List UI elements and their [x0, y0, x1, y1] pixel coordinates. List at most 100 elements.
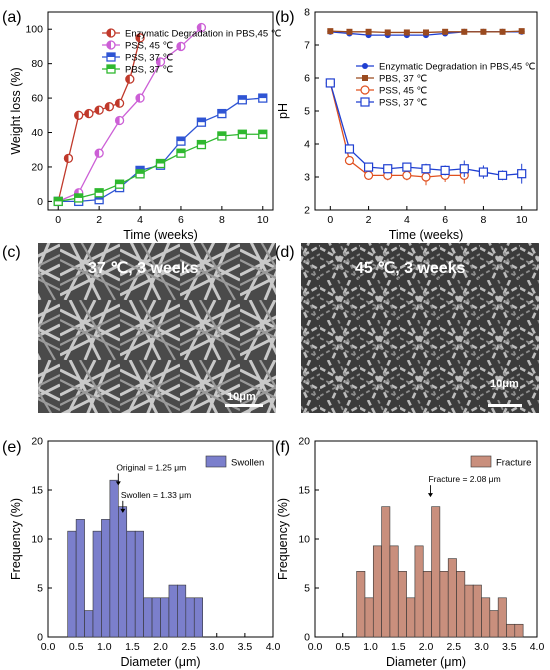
histogram-bar	[75, 519, 85, 638]
data-point	[344, 155, 355, 166]
legend-label: Enzymatic Degradation in PBS,45 ℃	[379, 62, 536, 73]
legend-label: PSS, 37 ℃	[125, 53, 173, 64]
data-point	[402, 162, 412, 172]
y-tick-label: 20	[31, 161, 43, 173]
panel-label-e: (e)	[2, 439, 22, 456]
data-point-fill	[197, 140, 206, 145]
x-tick-label: 2	[366, 214, 372, 226]
y-tick-label: 6	[304, 73, 310, 85]
histogram-bar	[84, 610, 94, 638]
histogram-bar	[506, 623, 516, 638]
legend-label: Fracture	[496, 458, 531, 469]
data-point	[327, 28, 334, 35]
annotation-text: Fracture = 2.08 μm	[428, 474, 500, 484]
data-point-fill	[84, 109, 89, 118]
y-axis-label: Frequency (%)	[9, 498, 23, 580]
x-axis-label: Diameter (μm)	[120, 655, 200, 669]
data-point-fill	[176, 149, 185, 154]
legend-label: Swollen	[231, 458, 264, 469]
x-tick-label: 2	[96, 214, 102, 226]
data-point	[363, 162, 374, 172]
data-point-fill	[54, 197, 63, 202]
data-point-fill	[95, 188, 104, 193]
x-tick-label: 2.0	[419, 641, 434, 653]
sem-label-c: 37 ℃, 3 weeks	[88, 260, 199, 277]
panel-label-c: (c)	[2, 244, 21, 261]
data-point-fill	[197, 118, 206, 123]
y-tick-label: 20	[298, 436, 310, 448]
x-tick-label: 10	[516, 214, 528, 226]
legend-label: Enzymatic Degradation in PBS,45 ℃	[125, 29, 282, 40]
x-axis-label: Time (weeks)	[389, 228, 464, 242]
legend-label: PSS, 45 ℃	[125, 41, 173, 52]
histogram-bar	[356, 571, 366, 638]
x-tick-label: 6	[442, 214, 448, 226]
data-point-fill	[74, 111, 79, 120]
x-tick-label: 3.0	[474, 641, 489, 653]
y-axis-label: Weight loss (%)	[9, 67, 23, 154]
histogram-bar	[67, 530, 77, 638]
data-point-fill	[238, 130, 247, 135]
y-tick-label: 5	[304, 583, 310, 595]
data-point	[403, 29, 410, 36]
legend-marker-fill	[107, 65, 115, 69]
data-point	[421, 172, 431, 182]
x-tick-label: 6	[178, 214, 184, 226]
histogram-bar	[464, 584, 474, 638]
x-tick-label: 8	[480, 214, 486, 226]
x-axis-label: Time (weeks)	[123, 228, 198, 242]
data-point-fill	[136, 169, 145, 174]
histogram-bar	[177, 584, 187, 638]
chart-ph: 0 2 4 6 8 10 2 3 4 5 6 7 8 Time (weeks) pH Enzymatic De…	[276, 7, 538, 242]
histogram-bar	[185, 597, 195, 638]
sem-image-c: 37 ℃, 3 weeks 10μm	[38, 243, 276, 413]
x-tick-label: 1.0	[97, 641, 112, 653]
y-tick-label: 15	[298, 485, 310, 497]
y-tick-label: 100	[25, 24, 43, 36]
x-tick-label: 0	[327, 214, 333, 226]
data-point	[421, 164, 431, 174]
y-tick-label: 20	[31, 436, 43, 448]
bars	[67, 479, 203, 638]
histogram-bar	[101, 519, 111, 638]
data-point-fill	[217, 109, 226, 114]
legend-label: PBS, 37 ℃	[125, 65, 173, 76]
data-point-fill	[258, 94, 267, 99]
legend-marker-fill	[107, 41, 111, 49]
data-point	[478, 167, 489, 177]
data-point-fill	[238, 95, 247, 100]
x-tick-label: 10	[257, 214, 269, 226]
x-tick-label: 4.0	[266, 641, 281, 653]
x-tick-label: 4.0	[530, 641, 545, 653]
data-point-fill	[105, 102, 110, 111]
histogram-bar	[160, 597, 170, 638]
data-point	[497, 170, 508, 180]
y-tick-label: 10	[31, 534, 43, 546]
histogram-bar	[431, 506, 441, 638]
data-point-fill	[136, 94, 141, 103]
histogram-bar	[364, 597, 374, 638]
y-tick-label: 40	[31, 127, 43, 139]
x-tick-label: 1.5	[391, 641, 406, 653]
data-point	[442, 28, 449, 35]
data-point	[517, 169, 527, 179]
x-tick-label: 4	[404, 214, 410, 226]
series-3	[325, 78, 527, 184]
legend-swatch	[470, 455, 492, 468]
sem-image-d: 45 ℃, 3 weeks 10μm	[301, 243, 539, 413]
data-point-fill	[156, 159, 165, 164]
annotation-arrowhead	[115, 481, 121, 486]
data-point	[459, 164, 469, 174]
panel-label-f: (f)	[275, 439, 290, 456]
data-point-fill	[156, 57, 161, 66]
legend-marker-fill	[107, 53, 115, 57]
x-tick-label: 0.0	[308, 641, 323, 653]
histogram-bar	[118, 506, 128, 638]
histogram-bar	[414, 545, 424, 638]
histogram-bar	[456, 571, 466, 638]
scale-bar-d	[488, 404, 522, 407]
data-point	[365, 28, 372, 35]
x-tick-label: 2.5	[181, 641, 196, 653]
histogram-bar	[447, 558, 457, 638]
